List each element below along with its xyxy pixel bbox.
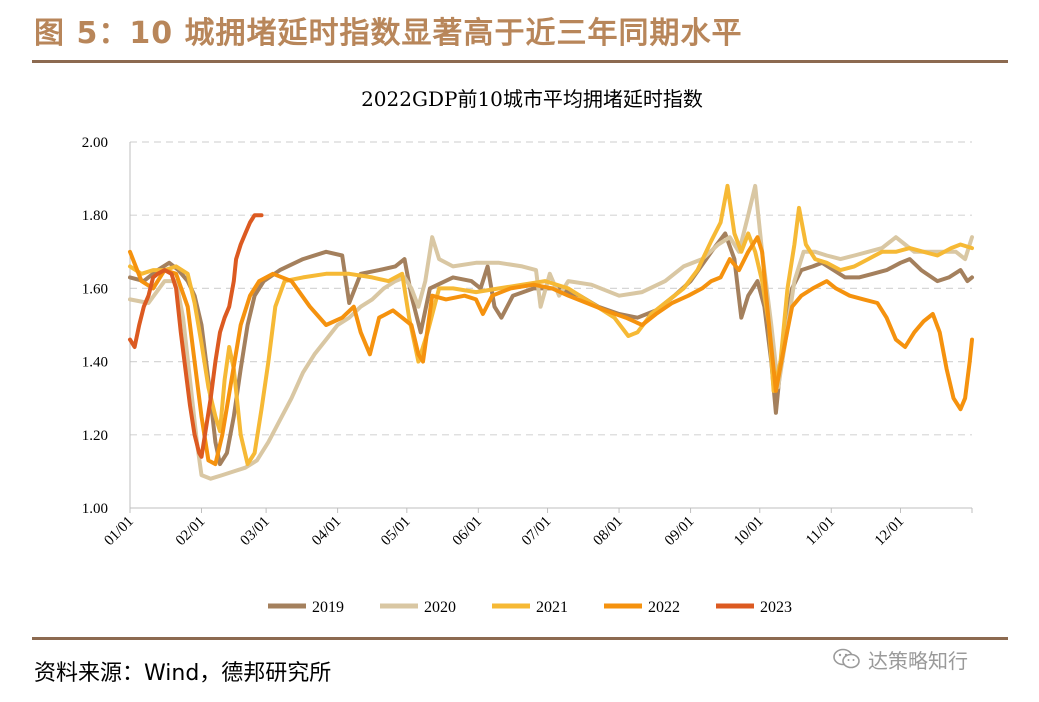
legend-label-2019: 2019 — [312, 599, 344, 616]
y-tick-label: 2.00 — [82, 135, 108, 151]
legend: 2019 2020 2021 2022 2023 — [268, 599, 792, 616]
series-lines — [128, 183, 974, 481]
x-tick-label: 05/01 — [378, 514, 413, 549]
legend-label-2023: 2023 — [760, 599, 792, 616]
y-tick-label: 1.20 — [82, 428, 108, 444]
legend-label-2020: 2020 — [424, 599, 456, 616]
y-tick-label: 1.40 — [82, 355, 108, 371]
axes: 1.00 1.20 1.40 1.60 1.80 2.00 01/01 02/01 03/01 0… — [82, 135, 973, 549]
watermark: 达策略知行 — [832, 644, 968, 674]
watermark-label: 达策略知行 — [868, 648, 968, 673]
x-tick-label: 03/01 — [237, 514, 272, 549]
series-line-2020 — [128, 183, 974, 481]
series-line-2019 — [128, 231, 974, 467]
x-tick-label: 06/01 — [450, 514, 485, 549]
y-tick-label: 1.00 — [82, 501, 108, 517]
x-tick-label: 04/01 — [309, 514, 344, 549]
legend-label-2021: 2021 — [536, 599, 568, 616]
x-tick-label: 12/01 — [872, 514, 907, 549]
source-note: 资料来源：Wind，德邦研究所 — [34, 661, 332, 686]
gridlines — [130, 141, 972, 436]
bottom-rule — [32, 637, 1008, 640]
x-tick-label: 11/01 — [803, 514, 838, 549]
y-tick-label: 1.80 — [82, 208, 108, 224]
series-line-2021 — [128, 183, 974, 467]
figure-title: 图 5：10 城拥堵延时指数显著高于近三年同期水平 — [34, 16, 743, 51]
legend-label-2022: 2022 — [648, 599, 680, 616]
series-line-2022 — [128, 235, 974, 467]
series-line-2023 — [128, 213, 264, 459]
top-rule — [32, 60, 1008, 63]
x-tick-label: 07/01 — [519, 514, 554, 549]
x-tick-label: 02/01 — [173, 514, 208, 549]
y-tick-label: 1.60 — [82, 281, 108, 297]
wechat-icon — [833, 648, 860, 669]
chart-title: 2022GDP前10城市平均拥堵延时指数 — [361, 87, 703, 111]
x-tick-label: 10/01 — [731, 514, 766, 549]
x-tick-label: 08/01 — [590, 514, 625, 549]
x-tick-label: 09/01 — [662, 514, 697, 549]
x-tick-label: 01/01 — [101, 514, 136, 549]
